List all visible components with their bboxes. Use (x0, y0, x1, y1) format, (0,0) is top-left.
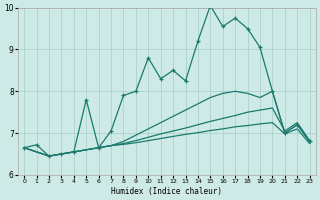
X-axis label: Humidex (Indice chaleur): Humidex (Indice chaleur) (111, 187, 222, 196)
